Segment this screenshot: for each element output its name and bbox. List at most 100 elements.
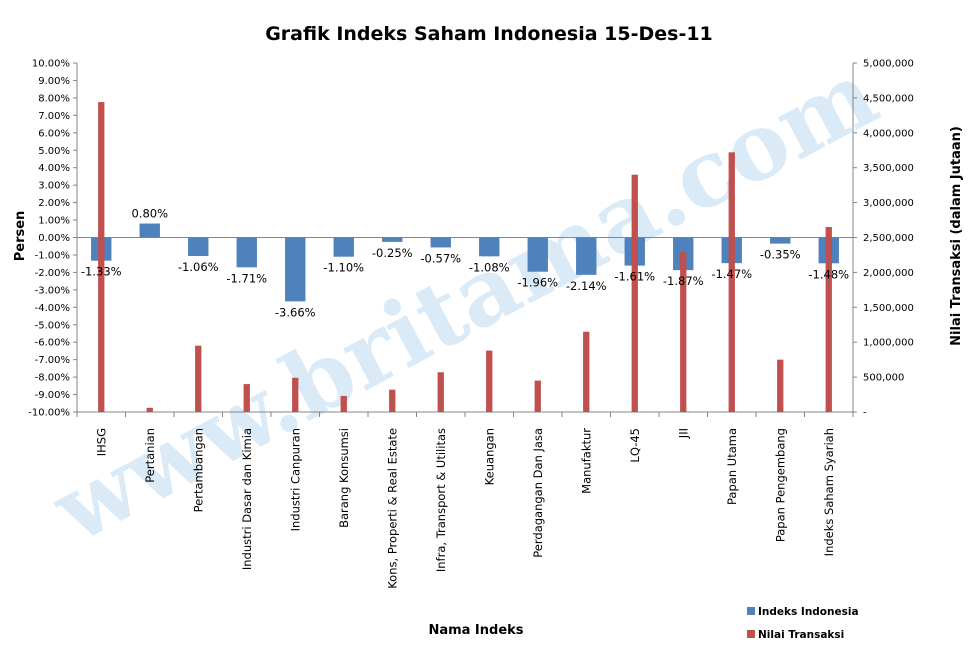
y-tick-label: -6.00% xyxy=(35,338,70,349)
category-label: Infra, Transport & Utilitas xyxy=(434,428,448,572)
y2-tick-label: 3,000,000 xyxy=(863,198,914,209)
data-label: -1.10% xyxy=(323,261,364,275)
y-tick-label: -1.00% xyxy=(35,250,70,261)
y2-tick-label: 4,500,000 xyxy=(863,93,914,104)
y-tick-label: 7.00% xyxy=(38,111,70,122)
y2-tick-label: 1,500,000 xyxy=(863,303,914,314)
legend: Indeks Indonesia Nilai Transaksi xyxy=(747,606,859,641)
y-tick-label: 1.00% xyxy=(38,216,70,227)
watermark: www.britama.com xyxy=(35,40,894,565)
y-tick-label: 6.00% xyxy=(38,128,70,139)
data-label: -1.71% xyxy=(226,271,267,285)
category-label: Manufaktur xyxy=(579,428,593,494)
category-label: Keuangan xyxy=(482,428,496,485)
bar-nilai-transaksi xyxy=(437,372,444,412)
y2-tick-label: 1,000,000 xyxy=(863,338,914,349)
data-label: -1.61% xyxy=(614,270,655,284)
category-label: IHSG xyxy=(94,428,108,456)
legend-swatch-nilai-transaksi xyxy=(747,630,755,638)
y-tick-label: 2.00% xyxy=(38,198,70,209)
y2-tick-label: 500,000 xyxy=(863,373,904,384)
bar-nilai-transaksi xyxy=(98,102,105,412)
category-label: LQ-45 xyxy=(628,428,642,463)
y2-axis-title: Nilai Transaksi (dalam Jutaan) xyxy=(949,126,964,346)
bar-indeks-indonesia xyxy=(527,237,548,272)
y-tick-label: -4.00% xyxy=(35,303,70,314)
data-label: -1.47% xyxy=(711,267,752,281)
category-label: Papan Utama xyxy=(725,428,739,505)
category-label: Pertambangan xyxy=(191,428,205,512)
legend-swatch-indeks-indonesia xyxy=(747,607,755,615)
category-label: Industri Dasar dan Kimia xyxy=(240,428,254,570)
category-label: Industri Canpuran xyxy=(288,428,302,531)
bar-indeks-indonesia xyxy=(576,237,597,275)
data-label: -1.48% xyxy=(808,267,849,281)
category-label: JII xyxy=(676,428,690,439)
data-label: -1.06% xyxy=(178,260,219,274)
plot-area: 10.00% 9.00% 8.00% 7.00% 6.00% 5.00% 4.00% 3.00… xyxy=(28,59,914,589)
bar-nilai-transaksi xyxy=(728,152,735,412)
y2-tick-label: 2,500,000 xyxy=(863,233,914,244)
bar-nilai-transaksi xyxy=(631,174,638,412)
bar-indeks-indonesia xyxy=(188,237,209,256)
y-tick-label: -7.00% xyxy=(35,355,70,366)
y-axis-title: Persen xyxy=(13,211,28,262)
bar-indeks-indonesia xyxy=(285,237,306,302)
y-tick-label: -10.00% xyxy=(28,408,70,419)
data-label: -1.33% xyxy=(81,265,122,279)
y-tick-label: 10.00% xyxy=(32,59,70,70)
bar-nilai-transaksi xyxy=(195,345,202,412)
category-label: Perdagangan Dan Jasa xyxy=(531,428,545,558)
bar-indeks-indonesia xyxy=(430,237,451,248)
bar-nilai-transaksi xyxy=(389,389,396,412)
category-label: Papan Pengembang xyxy=(773,428,787,542)
y-tick-label: -5.00% xyxy=(35,320,70,331)
y-tick-label: 5.00% xyxy=(38,146,70,157)
data-label: -1.87% xyxy=(663,274,704,288)
bar-indeks-indonesia xyxy=(770,237,791,244)
bar-nilai-transaksi xyxy=(146,407,153,412)
data-label: -1.96% xyxy=(517,276,558,290)
y2-tick-label: - xyxy=(863,408,867,419)
data-label: -0.25% xyxy=(372,246,413,260)
bar-nilai-transaksi xyxy=(243,384,250,412)
y-tick-label: 8.00% xyxy=(38,93,70,104)
category-label: Indeks Saham Syariah xyxy=(822,428,836,556)
bar-nilai-transaksi xyxy=(340,395,347,412)
data-label: -3.66% xyxy=(275,305,316,319)
data-label: -0.35% xyxy=(760,248,801,262)
bar-nilai-transaksi xyxy=(486,350,493,412)
y-tick-label: -9.00% xyxy=(35,390,70,401)
bar-indeks-indonesia xyxy=(139,223,160,238)
bar-nilai-transaksi xyxy=(825,227,832,412)
category-label: Pertanian xyxy=(143,428,157,483)
y-tick-label: -3.00% xyxy=(35,285,70,296)
x-axis-title: Nama Indeks xyxy=(428,623,523,638)
bar-nilai-transaksi xyxy=(777,359,784,412)
bar-indeks-indonesia xyxy=(236,237,257,268)
legend-label-nilai-transaksi: Nilai Transaksi xyxy=(758,629,844,641)
y2-tick-label: 3,500,000 xyxy=(863,163,914,174)
category-label: Barang Konsumsi xyxy=(337,428,351,528)
y-tick-label: 9.00% xyxy=(38,76,70,87)
bar-nilai-transaksi xyxy=(680,252,687,412)
category-label: Kons, Properti & Real Estate xyxy=(385,428,399,589)
bar-nilai-transaksi xyxy=(292,377,299,412)
data-label: -2.14% xyxy=(566,279,607,293)
legend-label-indeks-indonesia: Indeks Indonesia xyxy=(758,606,859,618)
y-tick-label: 4.00% xyxy=(38,163,70,174)
y-tick-label: -2.00% xyxy=(35,268,70,279)
bar-nilai-transaksi xyxy=(534,380,541,412)
y-tick-label: 3.00% xyxy=(38,181,70,192)
bar-indeks-indonesia xyxy=(382,237,403,242)
y2-tick-label: 5,000,000 xyxy=(863,59,914,70)
chart-title: Grafik Indeks Saham Indonesia 15-Des-11 xyxy=(265,23,713,45)
y-tick-label: -8.00% xyxy=(35,373,70,384)
y-tick-label: 0.00% xyxy=(38,233,70,244)
bar-indeks-indonesia xyxy=(333,237,354,257)
data-label: -1.08% xyxy=(469,260,510,274)
bar-nilai-transaksi xyxy=(583,331,590,412)
y2-tick-label: 2,000,000 xyxy=(863,268,914,279)
data-label: 0.80% xyxy=(131,207,168,221)
